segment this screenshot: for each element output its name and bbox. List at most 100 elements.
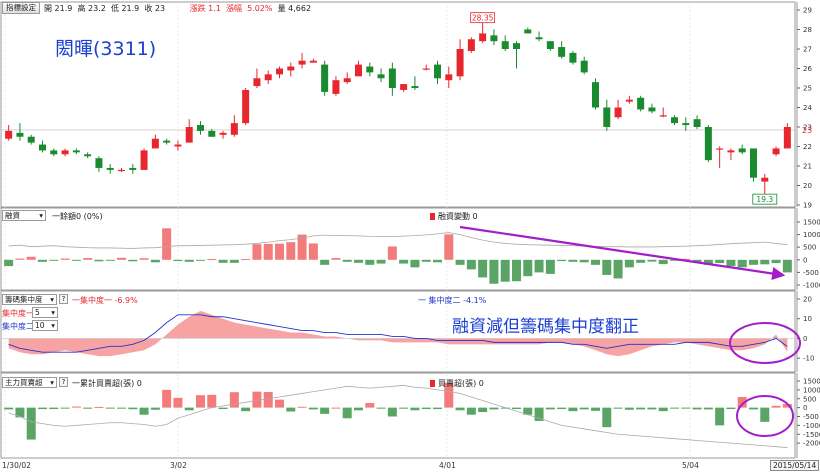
- param2-input[interactable]: 10 ▾: [32, 320, 58, 331]
- candle-body: [467, 39, 475, 51]
- volume-bar: [410, 407, 420, 411]
- volume-bar: [308, 407, 318, 410]
- volume-bar: [726, 407, 736, 410]
- panel2-legend-change-label: 融資變動 0: [438, 212, 478, 221]
- volume-bar: [726, 259, 736, 267]
- chevron-down-icon: ▾: [51, 321, 55, 330]
- volume-bar: [557, 407, 567, 410]
- y-tick-label: 1000: [803, 386, 820, 394]
- candle-body: [400, 84, 408, 90]
- volume-bar: [534, 259, 544, 273]
- volume-bar: [365, 259, 375, 265]
- volume-bar: [83, 258, 93, 260]
- volume-bar: [128, 407, 138, 410]
- candle-body: [298, 60, 306, 65]
- volume-bar: [49, 259, 59, 261]
- help-icon[interactable]: ?: [59, 377, 68, 387]
- candle-body: [343, 78, 351, 83]
- panel3-legend-conc1: 一集中度一 -6.9%: [72, 296, 138, 305]
- volume-bar: [4, 259, 14, 267]
- panel2-indicator-select[interactable]: 融資 ▾: [2, 210, 46, 221]
- volume-bar: [173, 397, 183, 408]
- change-pct-value: 5.02%: [247, 4, 273, 13]
- volume-bar: [500, 259, 510, 282]
- candle-body: [309, 60, 317, 63]
- volume-bar: [229, 392, 239, 408]
- volume-bar: [196, 395, 205, 408]
- volume-bar: [49, 407, 59, 410]
- volume-bar: [308, 243, 318, 260]
- volume-bar: [354, 259, 363, 263]
- candle-body: [490, 35, 498, 42]
- candle-body: [434, 64, 441, 79]
- volume-bar: [760, 259, 770, 265]
- param1-input[interactable]: 5 ▾: [32, 307, 58, 318]
- y-tick-label: 0: [803, 256, 807, 264]
- last-price-label: 23: [802, 126, 812, 135]
- volume-bar: [523, 407, 533, 415]
- candle-body: [603, 107, 611, 127]
- volume-bar: [354, 407, 363, 411]
- panel2-select-label: 融資: [5, 211, 20, 220]
- panel4-indicator-select[interactable]: 主力買賣超 ▾: [2, 377, 57, 388]
- volume-bar: [376, 407, 386, 409]
- volume-bar: [591, 407, 600, 411]
- concentration1-area: [8, 310, 788, 357]
- y-tick-label: 21: [803, 163, 812, 171]
- candle-body: [558, 47, 566, 57]
- volume-bar: [782, 404, 792, 408]
- y-tick-label: 29: [803, 7, 812, 15]
- volume-bar: [636, 259, 646, 263]
- candle-body: [546, 41, 554, 49]
- candle-body: [445, 74, 453, 81]
- close-value: 收 23: [144, 4, 166, 13]
- candle-body: [106, 167, 114, 170]
- volume-bar: [760, 407, 770, 422]
- date-stamp: 2015/05/14: [770, 460, 820, 471]
- candle-body: [659, 115, 667, 117]
- panel3-indicator-select[interactable]: 籌碼集中度 ▾: [2, 294, 57, 305]
- y-tick-label: 27: [803, 46, 812, 54]
- volume-bar: [399, 407, 409, 409]
- volume-bar: [162, 228, 172, 260]
- panel4-legend-cumulative: 一累計買賣超(張) 0: [72, 379, 142, 388]
- volume-bar: [83, 407, 93, 409]
- candle-body: [761, 177, 769, 182]
- volume-bar: [658, 407, 668, 412]
- candle-body: [592, 82, 599, 108]
- volume-bar: [387, 246, 397, 260]
- highlight-circle: [736, 395, 794, 437]
- indicator-settings-button[interactable]: 指標設定: [2, 2, 40, 14]
- y-tick-label: -1000: [803, 282, 820, 290]
- volume-bar: [489, 259, 499, 284]
- candle-body: [671, 117, 678, 124]
- y-tick-label: -500: [803, 413, 819, 421]
- y-tick-label: 24: [803, 104, 812, 112]
- volume-value: 量 4,662: [277, 4, 312, 13]
- volume-bar: [94, 259, 104, 262]
- volume-bar: [703, 407, 713, 410]
- volume-bar: [196, 259, 205, 261]
- help-icon[interactable]: ?: [59, 294, 68, 304]
- volume-bar: [658, 259, 668, 265]
- candle-body: [163, 140, 171, 143]
- y-tick-label: 20: [803, 182, 812, 190]
- y-tick-label: -500: [803, 269, 819, 277]
- candle-body: [61, 150, 69, 155]
- y-tick-label: 19: [803, 202, 812, 210]
- candle-body: [39, 144, 46, 151]
- volume-bar: [771, 259, 781, 264]
- y-tick-label: 20: [803, 296, 812, 304]
- y-tick-label: 0: [803, 335, 807, 343]
- y-tick-label: 1000: [803, 231, 820, 239]
- volume-bar: [275, 243, 284, 260]
- candle-body: [501, 41, 509, 49]
- volume-bar: [737, 396, 747, 408]
- max-price-label: 28.35: [472, 14, 494, 23]
- candle-body: [95, 158, 103, 168]
- volume-bar: [692, 259, 702, 262]
- candle-body: [411, 86, 419, 88]
- volume-bar: [105, 259, 115, 261]
- y-tick-label: -10: [803, 355, 814, 363]
